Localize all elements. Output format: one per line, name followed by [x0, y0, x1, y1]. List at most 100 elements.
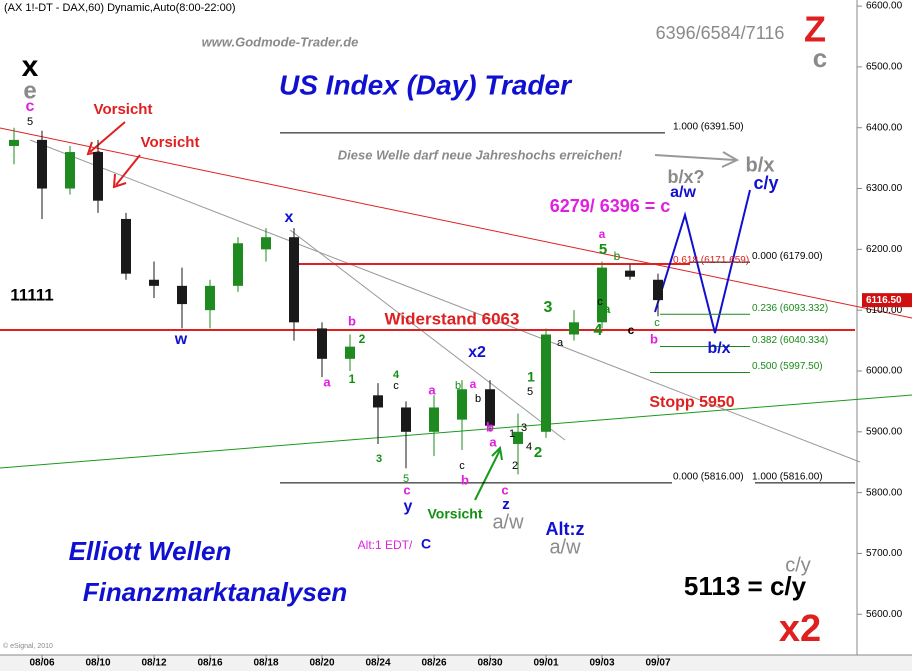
- annotation: 3: [376, 453, 382, 465]
- annotation: x: [22, 50, 39, 83]
- annotation: c: [403, 482, 410, 497]
- annotation: b/x?: [667, 167, 704, 187]
- candle-body: [205, 285, 215, 311]
- y-tick-label: 5800.00: [866, 487, 903, 498]
- annotation: 11111: [10, 285, 54, 304]
- annotation: a/w: [549, 536, 581, 558]
- arrow: [474, 445, 503, 501]
- plot: 5600.00 5700.00 5800.00 5900.00 6000.00 6100.…: [3, 1, 912, 669]
- annotation: 6279/ 6396 = c: [550, 196, 671, 216]
- annotation: 6396/6584/7116: [656, 23, 785, 43]
- annotation: 1: [509, 428, 515, 440]
- fib-label: 1.000 (5816.00): [752, 472, 823, 483]
- annotation: Alt:1 EDT/: [358, 538, 413, 552]
- projection-path: [654, 189, 751, 334]
- annotation: b/x: [746, 154, 775, 176]
- x-tick-label: 09/03: [589, 658, 614, 669]
- annotation: 2: [359, 332, 366, 346]
- annotation: b: [486, 419, 494, 434]
- annotation: x2: [468, 344, 486, 361]
- annotation: 5113 = c/y: [684, 571, 807, 601]
- candle-body: [373, 395, 383, 408]
- y-tick-label: 5700.00: [866, 548, 903, 559]
- fib-label: 1.000 (6391.50): [673, 122, 744, 133]
- annotation: 2: [534, 444, 542, 461]
- x-tick-label: 08/10: [85, 658, 110, 669]
- x-tick-label: 09/01: [533, 658, 558, 669]
- y-tick-label: 5600.00: [866, 609, 903, 620]
- trend-line: [0, 394, 912, 469]
- x-tick-label: 09/07: [645, 658, 670, 669]
- y-tick-label: 6300.00: [866, 183, 903, 194]
- annotation: © eSignal, 2010: [3, 642, 53, 650]
- annotation: a: [428, 382, 436, 397]
- candle-body: [93, 152, 103, 201]
- candle-body: [317, 328, 327, 359]
- candle-body: [401, 407, 411, 432]
- annotation: b: [455, 380, 461, 392]
- annotation: c: [501, 482, 508, 497]
- annotation: b/x: [707, 340, 730, 357]
- candle-body: [653, 279, 663, 301]
- fib-label: 0.236 (6093.332): [752, 303, 828, 314]
- candle-body: [569, 322, 579, 335]
- annotation: a: [323, 374, 331, 389]
- annotation: a: [599, 227, 606, 241]
- annotation: Widerstand 6063: [385, 309, 520, 328]
- annotation: c: [459, 460, 465, 472]
- annotation: 5: [527, 386, 533, 398]
- candle-body: [513, 431, 523, 444]
- annotation: 1: [527, 369, 535, 385]
- annotation: a: [489, 434, 497, 449]
- annotation: Finanzmarktanalysen: [83, 577, 347, 607]
- annotation: b: [650, 331, 658, 346]
- annotation: 4: [526, 441, 532, 453]
- annotation: Stopp 5950: [649, 394, 734, 411]
- annotation: a: [604, 302, 611, 316]
- last-price-label: 6116.50: [866, 295, 902, 306]
- x-tick-label: 08/06: [29, 658, 54, 669]
- annotation: z: [502, 496, 510, 513]
- annotation: e: [23, 77, 36, 104]
- annotation: c/y: [785, 554, 811, 576]
- annotation: c: [393, 380, 399, 392]
- annotation: b: [461, 472, 469, 487]
- candle-body: [65, 152, 75, 189]
- x-tick-label: 08/30: [477, 658, 502, 669]
- annotation: a/w: [492, 511, 524, 533]
- x-tick-label: 08/26: [421, 658, 446, 669]
- annotation: C: [421, 536, 431, 552]
- annotation: b: [475, 393, 481, 405]
- candle-body: [345, 346, 355, 359]
- arrow: [654, 151, 740, 168]
- annotation: y: [404, 498, 413, 515]
- x-tick-label: 08/18: [253, 658, 278, 669]
- x-tick-label: 08/16: [197, 658, 222, 669]
- chart-title: (AX 1!-DT - DAX,60) Dynamic,Auto(8:00-22…: [4, 2, 236, 14]
- annotation: x: [285, 209, 294, 226]
- candle-body: [289, 237, 299, 323]
- annotation: 2: [512, 460, 518, 472]
- annotation: 1: [349, 372, 356, 386]
- y-tick-label: 6100.00: [866, 305, 903, 316]
- annotation: Elliott Wellen: [69, 536, 232, 566]
- annotation: a: [470, 377, 477, 391]
- annotation: 5: [599, 241, 607, 258]
- annotation: w: [174, 331, 188, 348]
- annotation: 3: [521, 422, 527, 434]
- y-tick-label: 6200.00: [866, 244, 903, 255]
- trend-line: [29, 139, 861, 463]
- annotation: US Index (Day) Trader: [279, 69, 573, 100]
- candle-body: [597, 267, 607, 323]
- annotation: c/y: [753, 173, 778, 193]
- candle-body: [149, 279, 159, 286]
- annotation: Vorsicht: [428, 506, 483, 522]
- y-tick-label: 5900.00: [866, 426, 903, 437]
- candle-body: [625, 270, 635, 277]
- annotation: a/w: [670, 184, 696, 201]
- annotation: c: [813, 43, 827, 73]
- x-tick-label: 08/12: [141, 658, 166, 669]
- annotation: 3: [544, 299, 553, 316]
